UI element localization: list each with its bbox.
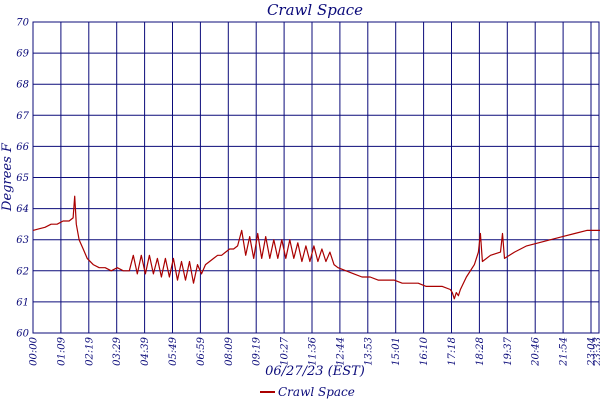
y-tick-label: 67 — [16, 111, 29, 122]
y-tick-label: 65 — [16, 173, 29, 184]
x-tick-label: 16:10 — [419, 336, 430, 365]
legend-label: Crawl Space — [278, 385, 355, 399]
x-tick-label: 02:19 — [84, 336, 95, 365]
x-tick-label: 11:36 — [308, 336, 319, 365]
x-tick-label: 19:37 — [503, 336, 514, 365]
chart-title: Crawl Space — [267, 1, 363, 19]
y-tick-label: 70 — [16, 18, 29, 29]
y-tick-label: 63 — [16, 235, 29, 246]
x-tick-label: 06:59 — [196, 336, 207, 365]
grid — [32, 21, 600, 334]
y-tick-label: 61 — [16, 297, 29, 308]
x-tick-label: 15:01 — [391, 337, 402, 366]
x-tick-label: 20:46 — [531, 336, 542, 366]
x-tick-label: 21:54 — [559, 337, 570, 367]
x-tick-label: 00:00 — [29, 336, 40, 365]
y-tick-label: 62 — [16, 266, 29, 277]
x-tick-label: 08:09 — [224, 336, 235, 365]
x-tick-label: 03:29 — [112, 336, 123, 365]
y-axis-ticks: 60 61 62 63 64 65 66 67 68 69 70 — [16, 18, 29, 340]
x-tick-label: 23:04 — [587, 337, 598, 367]
x-axis-label: 06/27/23 (EST) — [265, 364, 365, 379]
x-tick-label: 10:27 — [280, 336, 291, 365]
x-tick-label: 12:44 — [335, 337, 346, 366]
y-tick-label: 60 — [16, 329, 29, 340]
x-axis-ticks: 00:00 01:09 02:19 03:29 04:39 05:49 06:59 08:09… — [29, 336, 600, 366]
x-tick-label: 05:49 — [168, 336, 179, 365]
x-tick-label: 01:09 — [56, 336, 67, 365]
x-tick-label: 09:19 — [252, 336, 263, 365]
y-tick-label: 64 — [16, 204, 29, 215]
legend: Crawl Space — [260, 385, 355, 399]
x-tick-label: 23:33 — [593, 337, 600, 367]
series-line-0 — [32, 195, 600, 300]
series-layer — [32, 195, 600, 300]
x-tick-label: 04:39 — [140, 336, 151, 365]
y-tick-label: 68 — [16, 80, 29, 91]
y-axis-label: Degrees F — [0, 142, 15, 212]
x-tick-label: 18:28 — [475, 337, 486, 366]
y-tick-label: 66 — [16, 142, 29, 153]
x-tick-label: 13:53 — [363, 337, 374, 366]
y-tick-label: 69 — [16, 49, 29, 60]
x-tick-label: 17:18 — [447, 337, 458, 366]
